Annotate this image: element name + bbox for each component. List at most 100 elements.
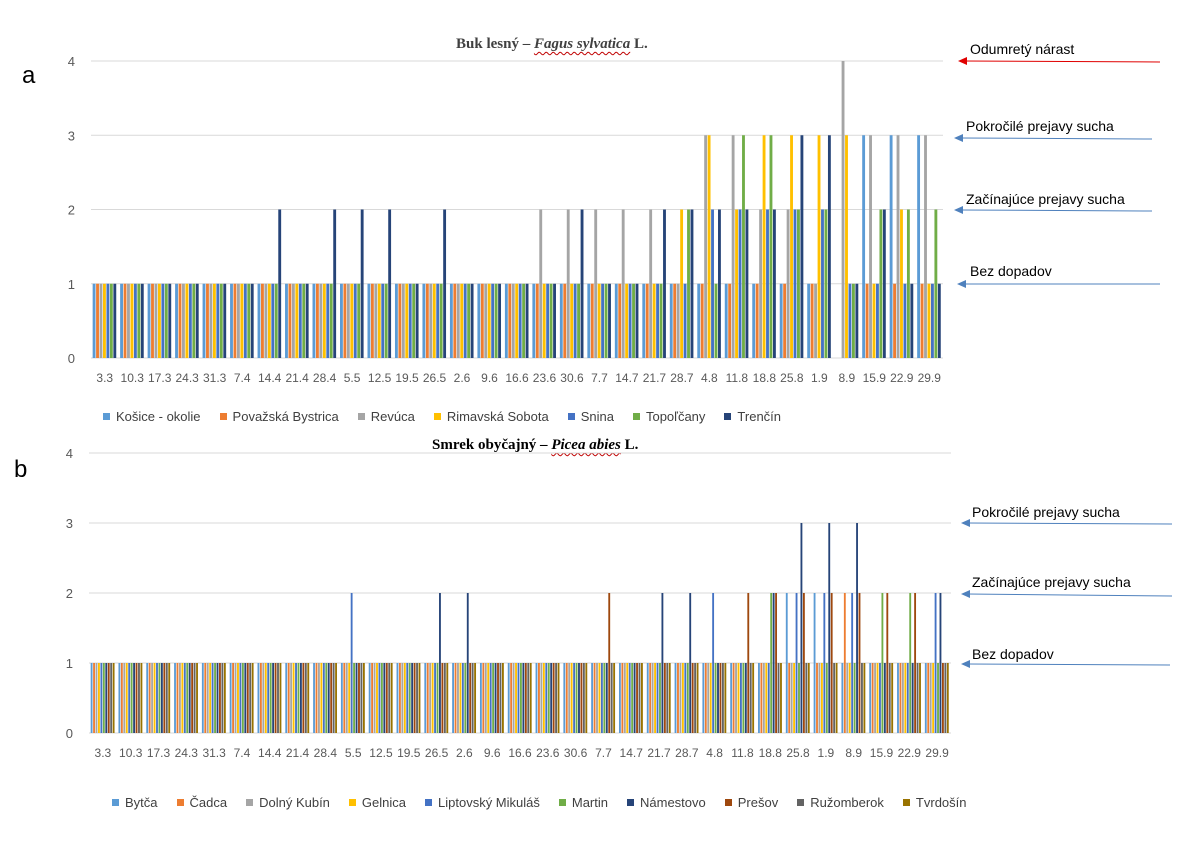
bar-b-s6-c29: [911, 663, 914, 733]
bar-a-s6-c2: [168, 283, 172, 358]
bar-b-s9-c21: [696, 663, 699, 733]
bar-a-s5-c27: [851, 283, 855, 358]
bar-b-s7-c24: [775, 593, 777, 733]
chart-b-title-prefix: Smrek obyčajný –: [432, 437, 552, 453]
bar-b-s7-c16: [552, 663, 555, 733]
bar-b-s3-c8: [320, 663, 323, 733]
bar-b-s8-c0: [110, 663, 113, 733]
bar-a-s2-c20: [649, 209, 653, 358]
bar-a-s1-c10: [370, 283, 374, 358]
bar-b-s5-c0: [102, 663, 105, 733]
bar-b-s0-c21: [674, 663, 677, 733]
bar-b-s9-c5: [251, 663, 254, 733]
bar-b-s5-c6: [269, 663, 272, 733]
bar-a-s0-c20: [642, 283, 646, 358]
bar-a-s5-c8: [329, 283, 333, 358]
bar-b-s6-c10: [383, 663, 386, 733]
bar-a-s3-c30: [927, 283, 931, 358]
bar-b-s6-c9: [355, 663, 358, 733]
bar-b-s8-c5: [249, 663, 252, 733]
bar-b-s5-c15: [520, 663, 522, 733]
bar-a-s5-c25: [797, 209, 800, 358]
bar-b-s8-c23: [749, 663, 752, 733]
bar-a-s0-c6: [257, 283, 261, 358]
bar-a-s4-c21: [683, 283, 687, 358]
bar-b-s3-c15: [515, 663, 517, 733]
bar-a-s3-c9: [350, 283, 354, 358]
bar-b-s3-c3: [181, 663, 184, 733]
bar-a-s4-c7: [298, 283, 302, 358]
bar-a-s5-c11: [412, 283, 416, 358]
bar-b-s5-c27: [853, 663, 856, 733]
bar-a-s3-c28: [872, 283, 876, 358]
legend-label: Trenčín: [737, 409, 782, 424]
chart-b-title: Smrek obyčajný – Picea abies L.: [432, 437, 638, 454]
bar-b-s9-c10: [390, 663, 393, 733]
bar-b-s4-c9: [350, 593, 353, 733]
bar-b-s4-c2: [156, 663, 158, 733]
bar-a-s4-c3: [188, 283, 192, 358]
bar-b-s1-c28: [871, 663, 874, 733]
bar-a-s4-c13: [463, 283, 467, 358]
bar-b-s7-c0: [107, 663, 110, 733]
bar-a-s4-c24: [766, 209, 769, 358]
bar-a-s1-c0: [96, 283, 99, 358]
bar-b-s3-c24: [765, 663, 768, 733]
bar-a-s4-c20: [656, 283, 660, 358]
bar-b-s1-c1: [120, 663, 123, 733]
xtick-label-a: 19.5: [395, 371, 419, 385]
xtick-label-a: 1.9: [811, 371, 828, 385]
bar-b-s6-c1: [133, 663, 136, 733]
bar-b-s4-c25: [795, 593, 798, 733]
bar-a-s2-c21: [676, 283, 680, 358]
bar-a-s2-c5: [236, 283, 240, 358]
legend-label: Revúca: [370, 409, 415, 424]
bar-a-s4-c6: [271, 283, 275, 358]
bar-a-s2-c11: [401, 283, 405, 358]
bar-a-s1-c22: [700, 283, 704, 358]
bar-b-s3-c10: [376, 663, 378, 733]
bar-b-s8-c4: [221, 663, 224, 733]
bar-a-s6-c12: [443, 209, 447, 358]
bar-a-s6-c25: [800, 135, 804, 358]
xtick-label-a: 12.5: [368, 371, 392, 385]
bar-a-s6-c27: [855, 283, 859, 358]
xtick-label-a: 7.4: [234, 371, 251, 385]
bar-a-s1-c26: [810, 283, 814, 358]
bar-a-s6-c6: [278, 209, 282, 358]
bar-a-s0-c16: [532, 283, 536, 358]
bar-a-s2-c6: [264, 283, 268, 358]
bar-b-s5-c19: [631, 663, 634, 733]
xtick-label-b: 28.7: [675, 746, 699, 760]
bar-b-s7-c18: [608, 593, 611, 733]
bar-a-s5-c19: [632, 283, 635, 358]
bar-a-s5-c5: [247, 283, 251, 358]
xtick-label-b: 17.3: [147, 746, 171, 760]
bar-b-s2-c4: [206, 663, 209, 733]
bar-b-s6-c6: [272, 663, 275, 733]
bar-b-s9-c25: [807, 663, 810, 733]
bar-a-s5-c23: [742, 135, 745, 358]
bar-b-s4-c21: [684, 663, 687, 733]
bar-b-s0-c12: [424, 663, 427, 733]
bar-b-s2-c20: [651, 663, 654, 733]
bar-b-s9-c15: [529, 663, 532, 733]
legend-swatch: [632, 413, 640, 420]
bar-a-s4-c16: [546, 283, 550, 358]
bar-b-s7-c1: [135, 663, 138, 733]
bar-b-s7-c22: [719, 663, 722, 733]
bar-a-s6-c26: [827, 135, 831, 358]
bar-a-s3-c24: [762, 135, 766, 358]
annotation-a-dead-regrowth: Odumretý nárast: [970, 41, 1075, 57]
bar-b-s4-c24: [767, 663, 770, 733]
bar-b-s1-c11: [398, 663, 401, 733]
xtick-label-a: 18.8: [753, 371, 777, 385]
xtick-label-b: 5.5: [345, 746, 362, 760]
legend-item-a-6: Trenčín: [724, 409, 781, 424]
bar-b-s2-c28: [874, 663, 876, 733]
ytick-label-b: 4: [66, 446, 73, 461]
xtick-label-a: 23.6: [533, 371, 557, 385]
bar-a-s0-c22: [697, 283, 701, 358]
bar-b-s6-c17: [578, 663, 580, 733]
bar-b-s7-c20: [663, 663, 666, 733]
